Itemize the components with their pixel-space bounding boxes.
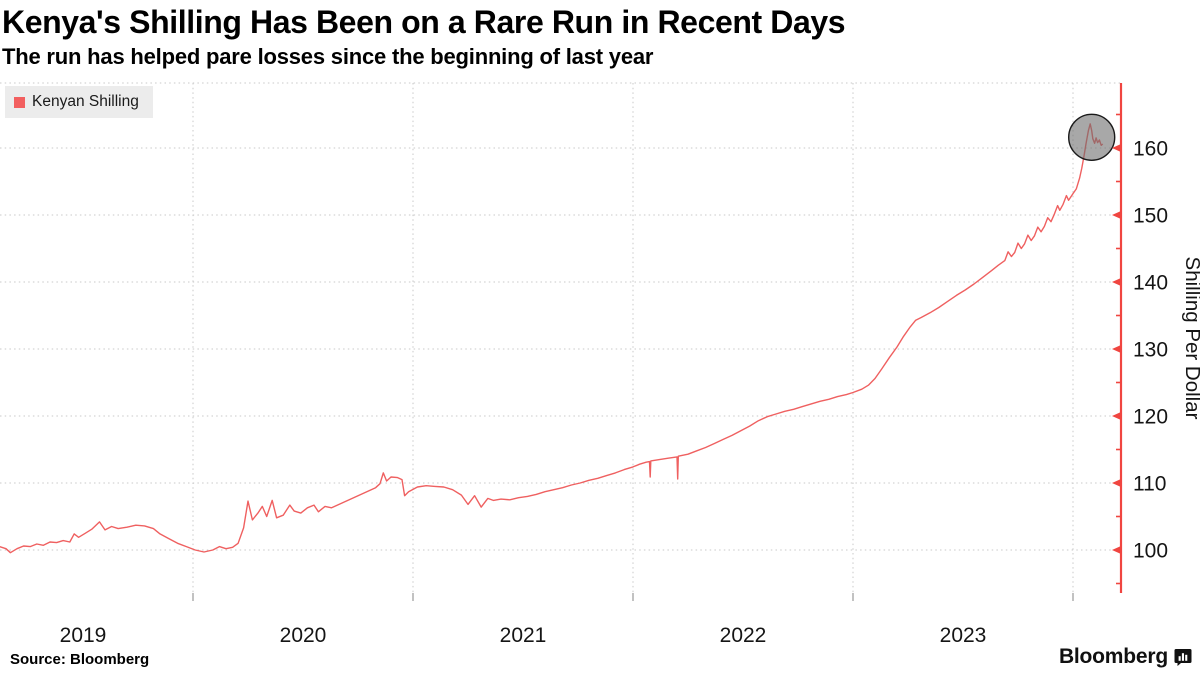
- bloomberg-bug-icon: [1174, 649, 1192, 666]
- bloomberg-wordmark: Bloomberg: [1058, 645, 1168, 668]
- y-tick-label: 140: [1133, 272, 1168, 295]
- y-tick-label: 100: [1133, 540, 1168, 563]
- y-tick-label: 110: [1133, 473, 1166, 496]
- y-tick-label: 160: [1133, 138, 1168, 161]
- y-axis-major-tick: [1112, 546, 1121, 554]
- y-axis-title: Shilling Per Dollar: [1181, 257, 1200, 420]
- y-tick-label: 130: [1133, 339, 1168, 362]
- y-axis-major-tick: [1112, 479, 1121, 487]
- page-title: Kenya's Shilling Has Been on a Rare Run …: [2, 4, 846, 40]
- highlight-circle: [1067, 113, 1116, 161]
- x-year-label: 2023: [940, 624, 987, 647]
- x-year-label: 2019: [60, 624, 107, 647]
- y-axis-major-tick: [1112, 345, 1121, 353]
- x-year-label: 2021: [500, 624, 547, 647]
- y-axis-major-tick: [1112, 211, 1121, 219]
- y-axis-major-tick: [1112, 278, 1121, 286]
- series-line: [0, 123, 1104, 554]
- y-axis-major-tick: [1112, 412, 1121, 420]
- legend: Kenyan Shilling: [5, 86, 153, 118]
- y-tick-label: 150: [1133, 205, 1168, 228]
- page-subtitle: The run has helped pare losses since the…: [2, 44, 654, 69]
- source-credit: Source: Bloomberg: [10, 651, 150, 668]
- legend-label: Kenyan Shilling: [32, 93, 139, 110]
- x-year-label: 2022: [720, 624, 767, 647]
- bloomberg-logo: Bloomberg: [1059, 645, 1192, 669]
- legend-swatch-icon: [14, 96, 25, 108]
- y-tick-label: 120: [1133, 406, 1168, 429]
- x-year-label: 2020: [280, 624, 327, 647]
- y-axis-major-tick: [1112, 144, 1121, 152]
